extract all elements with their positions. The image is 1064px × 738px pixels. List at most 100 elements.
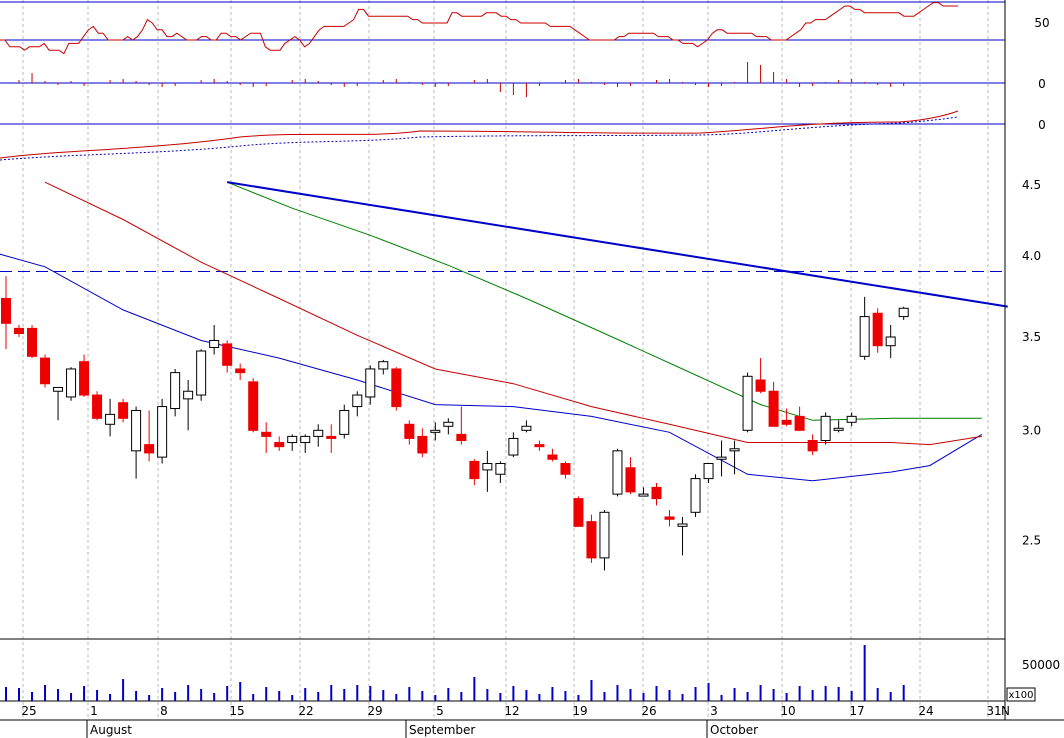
month-labels: August September October [86, 720, 758, 738]
macd-line [0, 110, 959, 159]
candle [170, 368, 181, 417]
volume-bars [5, 645, 905, 701]
candle [560, 461, 571, 479]
candle [547, 448, 558, 462]
candle [664, 510, 675, 527]
trend-line [227, 181, 1008, 308]
candle-body [560, 462, 571, 475]
candle [79, 354, 90, 397]
day-label: 22 [298, 704, 313, 718]
day-label: 17 [849, 704, 864, 718]
candle [313, 424, 324, 447]
candle-body [79, 361, 90, 396]
candle [196, 349, 207, 401]
candle-body [508, 437, 519, 456]
candle-body [105, 413, 116, 425]
candle [456, 406, 467, 445]
day-label: 1 [90, 704, 98, 718]
candle [898, 306, 909, 320]
candle-body [547, 454, 558, 460]
day-label-trailing: N [1001, 704, 1010, 718]
candle [300, 434, 311, 453]
candle [846, 412, 857, 427]
candle [235, 363, 246, 380]
moving-averages [0, 181, 983, 482]
candle-body [131, 409, 142, 452]
indicator-axis-labels: 50 0 0 [1034, 16, 1049, 132]
candle [638, 487, 649, 497]
candle [430, 422, 441, 441]
candle-body [339, 409, 350, 435]
candle-body [872, 312, 883, 347]
candle-body [846, 415, 857, 423]
candle [820, 412, 831, 445]
candle [391, 367, 402, 411]
candle-body [521, 425, 532, 431]
candle [508, 432, 519, 458]
candle [66, 367, 77, 401]
macd-histogram [18, 62, 905, 97]
day-label: 10 [780, 704, 795, 718]
candle-body [66, 368, 77, 398]
candle-body [729, 448, 740, 452]
candle [612, 448, 623, 497]
candle-body [40, 357, 51, 385]
candle [183, 379, 194, 431]
candle-body [898, 307, 909, 318]
candle [378, 359, 389, 375]
candle [222, 340, 233, 373]
candle [599, 510, 610, 571]
candle [92, 391, 103, 421]
candle-body [534, 444, 545, 448]
price-tick-label: 3.0 [1022, 423, 1041, 437]
day-label: 29 [367, 704, 382, 718]
candle-body [586, 521, 597, 559]
candle-body [404, 423, 415, 439]
moving-average-2 [44, 181, 982, 446]
macd-hist-tick-label: 0 [1038, 77, 1046, 91]
candle-body [183, 390, 194, 400]
candle-body [885, 336, 896, 347]
price-tick-labels: 4.5 4.0 3.5 3.0 2.5 [1022, 178, 1041, 548]
candle-body [274, 442, 285, 448]
day-label: 26 [641, 704, 656, 718]
candle [586, 514, 597, 563]
candle-body [833, 427, 844, 431]
candle-body [118, 402, 129, 419]
candle-body [742, 375, 753, 431]
candlesticks [1, 276, 909, 571]
candle [144, 410, 155, 462]
candle-body [651, 486, 662, 500]
candle [339, 404, 350, 439]
candle-body [313, 429, 324, 437]
candle [443, 418, 454, 435]
macd-signal-line [0, 116, 959, 161]
candle-body [638, 493, 649, 497]
candle-body [352, 394, 363, 408]
day-label: 5 [436, 704, 444, 718]
price-tick-label: 3.5 [1022, 330, 1041, 344]
candle [625, 457, 636, 495]
candle [248, 378, 259, 433]
candle [209, 325, 220, 355]
candle-body [781, 419, 792, 425]
candle-body [92, 394, 103, 419]
candle-body [14, 327, 25, 335]
candle [53, 386, 64, 421]
candle-body [859, 316, 870, 357]
candle-body [625, 467, 636, 493]
macd-tick-label: 0 [1038, 118, 1046, 132]
candle-body [144, 444, 155, 454]
candle [352, 391, 363, 417]
month-label: September [409, 723, 475, 737]
candle [14, 325, 25, 337]
day-label: 19 [572, 704, 587, 718]
candle-body [482, 462, 493, 471]
candle-body [209, 339, 220, 348]
month-label: October [710, 723, 758, 737]
candle-body [261, 431, 272, 437]
candle [573, 496, 584, 527]
candle-body [287, 435, 298, 444]
